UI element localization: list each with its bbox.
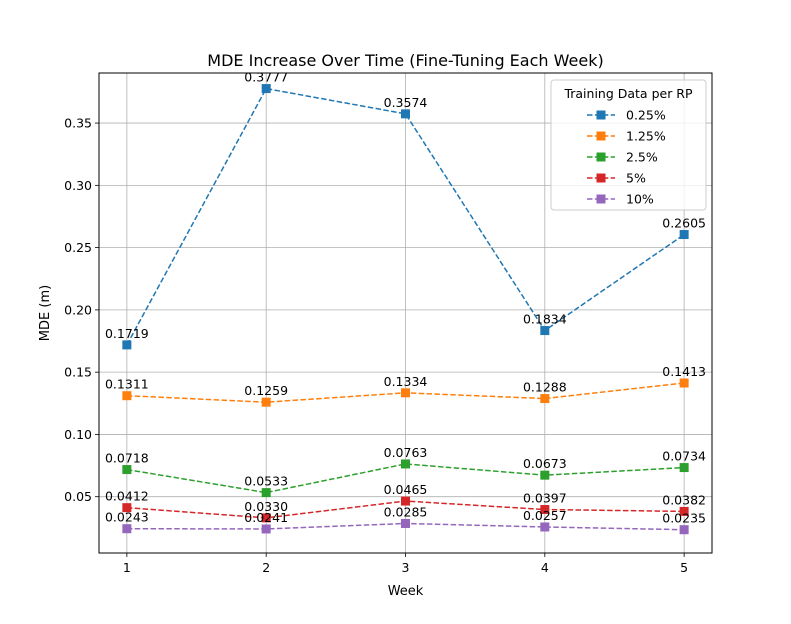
y-tick-label: 0.15 [64, 365, 92, 380]
x-tick-label: 1 [123, 560, 131, 575]
data-label: 0.0243 [105, 510, 149, 525]
data-label: 0.1259 [244, 383, 288, 398]
data-point-marker [679, 230, 689, 240]
data-label: 0.0718 [105, 451, 149, 466]
y-tick-label: 0.10 [64, 427, 92, 442]
x-tick-label: 5 [680, 560, 688, 575]
data-label: 0.1719 [105, 326, 149, 341]
data-label: 0.0330 [244, 499, 288, 514]
data-labels: 0.1719 0.3777 0.3574 0.1834 0.2605 0.1311 0.12… [105, 70, 706, 526]
data-label: 0.0465 [384, 482, 428, 497]
legend-marker [596, 152, 606, 162]
data-point-marker [122, 524, 132, 534]
data-point-marker [261, 397, 271, 407]
data-point-marker [540, 394, 550, 404]
data-label: 0.0397 [523, 491, 567, 506]
legend-entry-label: 0.25% [626, 108, 666, 123]
data-point-marker [261, 84, 271, 94]
data-point-marker [401, 518, 410, 528]
data-point-marker [679, 378, 689, 388]
x-tick-label: 3 [402, 560, 410, 575]
data-point-marker [679, 525, 689, 535]
legend-marker [596, 173, 606, 183]
data-label: 0.3574 [384, 95, 428, 110]
y-tick-label: 0.35 [64, 116, 92, 131]
data-label: 0.0673 [523, 456, 567, 471]
data-label: 0.2605 [662, 216, 706, 231]
data-point-marker [679, 506, 689, 516]
data-point-marker [540, 522, 550, 532]
legend-entry-label: 2.5% [626, 150, 658, 165]
y-tick-label: 0.25 [64, 240, 92, 255]
data-label: 0.0763 [384, 445, 428, 460]
legend-entries: 0.25% 1.25% 2.5% 5% 10% [587, 108, 666, 207]
y-tick-label: 0.30 [64, 178, 92, 193]
y-tick-label: 0.05 [64, 489, 92, 504]
data-label: 0.1413 [662, 364, 706, 379]
y-axis-ticks: 0.05 0.10 0.15 0.20 0.25 0.30 0.35 [64, 116, 99, 504]
legend: Training Data per RP 0.25% 1.25% 2.5% 5% 10% [550, 79, 707, 211]
x-axis-title: Week [388, 584, 424, 599]
legend-entry-label: 1.25% [626, 129, 666, 144]
series-line-0p25pct [126, 87, 685, 346]
data-point-marker [401, 459, 410, 469]
data-point-marker [401, 109, 410, 119]
x-axis-ticks: 1 2 3 4 5 [123, 553, 688, 575]
legend-title: Training Data per RP [563, 86, 693, 101]
data-label: 0.0533 [244, 474, 288, 489]
data-label: 0.0382 [662, 492, 706, 507]
data-point-marker [261, 524, 271, 534]
data-point-marker [679, 463, 689, 473]
data-point-marker [261, 513, 271, 523]
y-axis-title: MDE (m) [38, 285, 53, 341]
data-label: 0.1288 [523, 380, 567, 395]
data-point-marker [540, 505, 550, 515]
data-point-marker [122, 391, 132, 401]
data-point-marker [540, 326, 550, 336]
data-label: 0.0285 [384, 504, 428, 519]
data-label: 0.0412 [105, 489, 149, 504]
data-point-marker [122, 503, 132, 513]
legend-entry-label: 10% [626, 192, 654, 207]
data-label: 0.1334 [384, 374, 428, 389]
legend-entry-label: 5% [626, 171, 646, 186]
data-label: 0.3777 [244, 70, 288, 85]
y-tick-label: 0.20 [64, 302, 92, 317]
data-point-marker [122, 340, 132, 350]
data-label: 0.1834 [523, 312, 567, 327]
legend-marker [596, 194, 606, 204]
x-tick-label: 2 [262, 560, 270, 575]
series-line-2p5pct [126, 463, 685, 494]
chart-title: MDE Increase Over Time (Fine-Tuning Each… [207, 51, 603, 70]
data-point-marker [401, 388, 410, 398]
data-label: 0.0734 [662, 449, 706, 464]
series-layer [122, 84, 689, 535]
data-label: 0.0241 [244, 510, 288, 525]
data-point-marker [401, 496, 410, 506]
legend-marker [596, 131, 606, 141]
x-tick-label: 4 [541, 560, 549, 575]
data-label: 0.0257 [523, 508, 567, 523]
data-label: 0.1311 [105, 377, 149, 392]
legend-marker [596, 110, 606, 120]
data-point-marker [540, 470, 550, 480]
data-point-marker [261, 488, 271, 498]
data-point-marker [122, 465, 132, 475]
data-label: 0.0235 [662, 511, 706, 526]
